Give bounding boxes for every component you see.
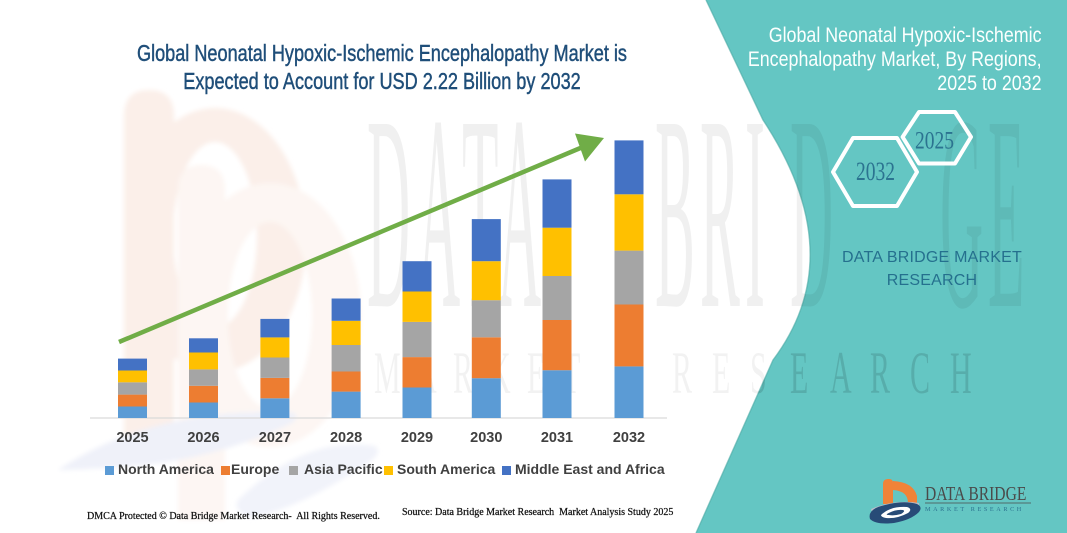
- svg-text:R: R: [870, 341, 890, 407]
- svg-text:E: E: [790, 341, 808, 407]
- svg-text:R: R: [453, 341, 473, 407]
- svg-text:E: E: [790, 341, 808, 407]
- svg-text:C: C: [910, 341, 930, 407]
- svg-text:B: B: [655, 60, 695, 367]
- svg-text:2030: 2030: [470, 430, 502, 446]
- svg-text:R: R: [672, 341, 692, 407]
- svg-text:H: H: [950, 341, 972, 407]
- svg-text:A: A: [830, 341, 852, 407]
- svg-text:2032: 2032: [613, 430, 645, 446]
- svg-text:MARKET RESEARCH: MARKET RESEARCH: [925, 506, 1024, 513]
- svg-text:2027: 2027: [259, 430, 291, 446]
- svg-text:E: E: [712, 341, 730, 407]
- svg-text:2026: 2026: [187, 430, 219, 446]
- svg-text:2028: 2028: [330, 430, 362, 446]
- svg-text:2025: 2025: [915, 126, 954, 154]
- svg-text:R: R: [700, 60, 740, 367]
- svg-text:I: I: [745, 60, 765, 367]
- svg-text:S: S: [750, 341, 767, 407]
- svg-text:M: M: [374, 341, 401, 407]
- svg-text:E: E: [527, 341, 545, 407]
- svg-text:H: H: [950, 341, 972, 407]
- svg-text:2025: 2025: [116, 430, 148, 446]
- svg-text:2032: 2032: [856, 157, 895, 185]
- svg-text:DATA BRIDGE: DATA BRIDGE: [925, 482, 1026, 504]
- svg-text:R: R: [870, 341, 890, 407]
- svg-text:2031: 2031: [541, 430, 573, 446]
- svg-text:E: E: [988, 60, 1025, 367]
- svg-text:C: C: [910, 341, 930, 407]
- svg-text:A: A: [498, 60, 541, 367]
- svg-text:2029: 2029: [401, 430, 433, 446]
- svg-text:D: D: [790, 60, 833, 367]
- svg-text:A: A: [830, 341, 852, 407]
